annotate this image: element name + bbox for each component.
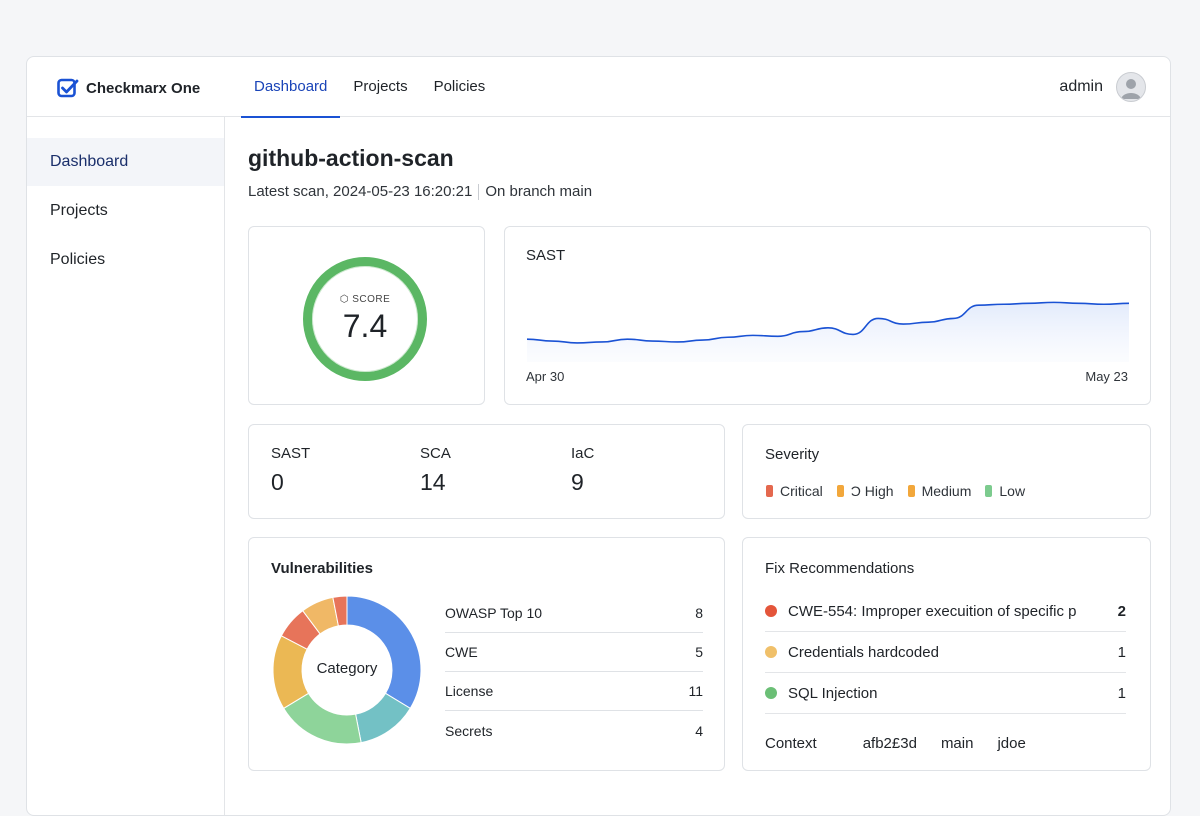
fix-dot-icon — [765, 687, 777, 699]
category-count: 5 — [695, 644, 703, 660]
vulnerabilities-card: Vulnerabilities Category OWASP Top 10 8 … — [248, 537, 725, 771]
category-label: OWASP Top 10 — [445, 605, 543, 621]
donut-slice-6[interactable] — [332, 595, 348, 627]
category-row-secrets[interactable]: Secrets 4 — [445, 711, 703, 750]
user-menu[interactable]: admin — [1059, 72, 1146, 102]
category-donut: Category — [271, 594, 423, 746]
donut-center-label: Category — [316, 660, 378, 677]
scan-meta: Latest scan, 2024-05-23 16:20:21 On bran… — [248, 183, 592, 200]
severity-legend: Critical Ͻ High Medium Low — [766, 483, 1025, 499]
tab-projects[interactable]: Projects — [353, 78, 408, 95]
severity-medium[interactable]: Medium — [907, 483, 972, 499]
trend-axis-end: May 23 — [1085, 369, 1128, 384]
scanner-counts-card: SAST 0 SCA 14 IaC 9 — [248, 424, 725, 519]
count-iac-label: IaC — [571, 445, 595, 462]
count-sca-value: 14 — [420, 469, 446, 495]
score-label-icon: ⬡ — [339, 294, 353, 305]
category-row-owasp[interactable]: OWASP Top 10 8 — [445, 594, 703, 633]
brand[interactable]: Checkmarx One — [57, 78, 200, 98]
fix-label: SQL Injection — [788, 684, 878, 702]
score-label-text: SCORE — [352, 294, 391, 305]
fix-label: Credentials hardcoded — [788, 643, 939, 661]
category-label: Secrets — [445, 722, 493, 739]
category-label: CWE — [445, 644, 478, 660]
sidebar-item-projects[interactable]: Projects — [50, 202, 108, 219]
severity-low[interactable]: Low — [985, 483, 1025, 499]
critical-label: Critical — [780, 483, 823, 499]
app-name: Checkmarx One — [86, 79, 201, 97]
sidebar: Dashboard Projects Policies — [27, 117, 225, 815]
fix-recommendations-card: Fix Recommendations CWE-554: Improper ex… — [742, 537, 1151, 771]
latest-scan: Latest scan, 2024-05-23 16:20:21 — [248, 183, 473, 200]
top-nav: Dashboard Projects Policies — [241, 57, 498, 118]
count-sca-label: SCA — [420, 445, 451, 462]
context-author[interactable]: jdoe — [997, 735, 1026, 752]
vulnerabilities-title: Vulnerabilities — [271, 560, 373, 577]
fix-dot-icon — [765, 605, 777, 617]
count-iac-value: 9 — [571, 469, 584, 495]
tab-dashboard[interactable]: Dashboard — [241, 57, 341, 118]
sast-trend-card: SAST Apr 30 May 23 — [504, 226, 1151, 405]
medium-swatch — [907, 485, 915, 497]
context-commit[interactable]: afb2£3d — [862, 735, 917, 752]
score-card: ⬡ SCORE 7.4 — [248, 226, 485, 405]
category-count: 11 — [688, 683, 703, 699]
score-label: ⬡ SCORE — [312, 294, 418, 305]
branch-info: On branch main — [485, 183, 593, 200]
trend-title: SAST — [526, 247, 566, 264]
page-title: github-action-scan — [248, 145, 454, 171]
fix-dot-icon — [765, 646, 777, 658]
sidebar-item-policies[interactable]: Policies — [50, 251, 106, 268]
low-label: Low — [999, 483, 1026, 499]
trend-line — [527, 301, 1129, 344]
severity-critical[interactable]: Critical — [766, 483, 823, 499]
severity-card: Severity Critical Ͻ High Medium Low — [742, 424, 1151, 519]
category-row-license[interactable]: License 11 — [445, 672, 703, 711]
category-donut-chart — [272, 595, 422, 745]
high-label: Ͻ High — [850, 483, 894, 499]
category-count: 8 — [695, 605, 703, 621]
trend-axis-start: Apr 30 — [526, 369, 565, 384]
score-ring: ⬡ SCORE 7.4 — [303, 257, 427, 381]
sidebar-item-dashboard[interactable]: Dashboard — [27, 138, 224, 186]
score-value: 7.4 — [342, 308, 388, 344]
low-swatch — [985, 485, 993, 497]
category-row-cwe[interactable]: CWE 5 — [445, 633, 703, 672]
trend-area — [527, 302, 1129, 362]
fix-count: 1 — [1117, 684, 1126, 702]
count-sast-label: SAST — [271, 445, 311, 462]
severity-title: Severity — [765, 446, 820, 463]
top-bar: Checkmarx One Dashboard Projects Policie… — [27, 57, 1170, 118]
fix-count: 1 — [1117, 643, 1126, 661]
medium-label: Medium — [921, 483, 972, 499]
checkmarx-logo-icon — [57, 78, 79, 98]
fix-row[interactable]: CWE-554: Improper execuition of specific… — [765, 591, 1126, 632]
context-label: Context — [765, 735, 817, 752]
tab-policies[interactable]: Policies — [433, 78, 486, 95]
sast-trend-chart — [527, 301, 1129, 362]
scan-context: Context afb2£3d main jdoe — [765, 735, 1050, 752]
fix-title: Fix Recommendations — [765, 560, 915, 577]
fix-row[interactable]: SQL Injection 1 — [765, 673, 1126, 714]
fix-row[interactable]: Credentials hardcoded 1 — [765, 632, 1126, 673]
count-sca[interactable]: SCA 14 — [420, 445, 451, 496]
critical-swatch — [766, 485, 773, 497]
category-list: OWASP Top 10 8 CWE 5 License 11 Secrets … — [445, 594, 703, 750]
count-sast[interactable]: SAST 0 — [271, 445, 310, 496]
user-avatar-icon[interactable] — [1116, 72, 1146, 102]
count-iac[interactable]: IaC 9 — [571, 445, 594, 496]
fix-list: CWE-554: Improper execuition of specific… — [765, 591, 1126, 714]
severity-high[interactable]: Ͻ High — [836, 483, 894, 499]
user-name: admin — [1059, 78, 1103, 95]
context-branch[interactable]: main — [940, 735, 974, 752]
fix-label: CWE-554: Improper execuition of specific… — [788, 602, 1077, 620]
category-label: License — [445, 683, 494, 699]
high-swatch — [836, 485, 844, 497]
category-count: 4 — [695, 722, 703, 739]
app-window: Checkmarx One Dashboard Projects Policie… — [26, 56, 1171, 816]
meta-divider — [478, 184, 480, 200]
fix-count: 2 — [1117, 602, 1126, 620]
donut-slice-0[interactable] — [346, 595, 422, 710]
count-sast-value: 0 — [271, 469, 284, 495]
